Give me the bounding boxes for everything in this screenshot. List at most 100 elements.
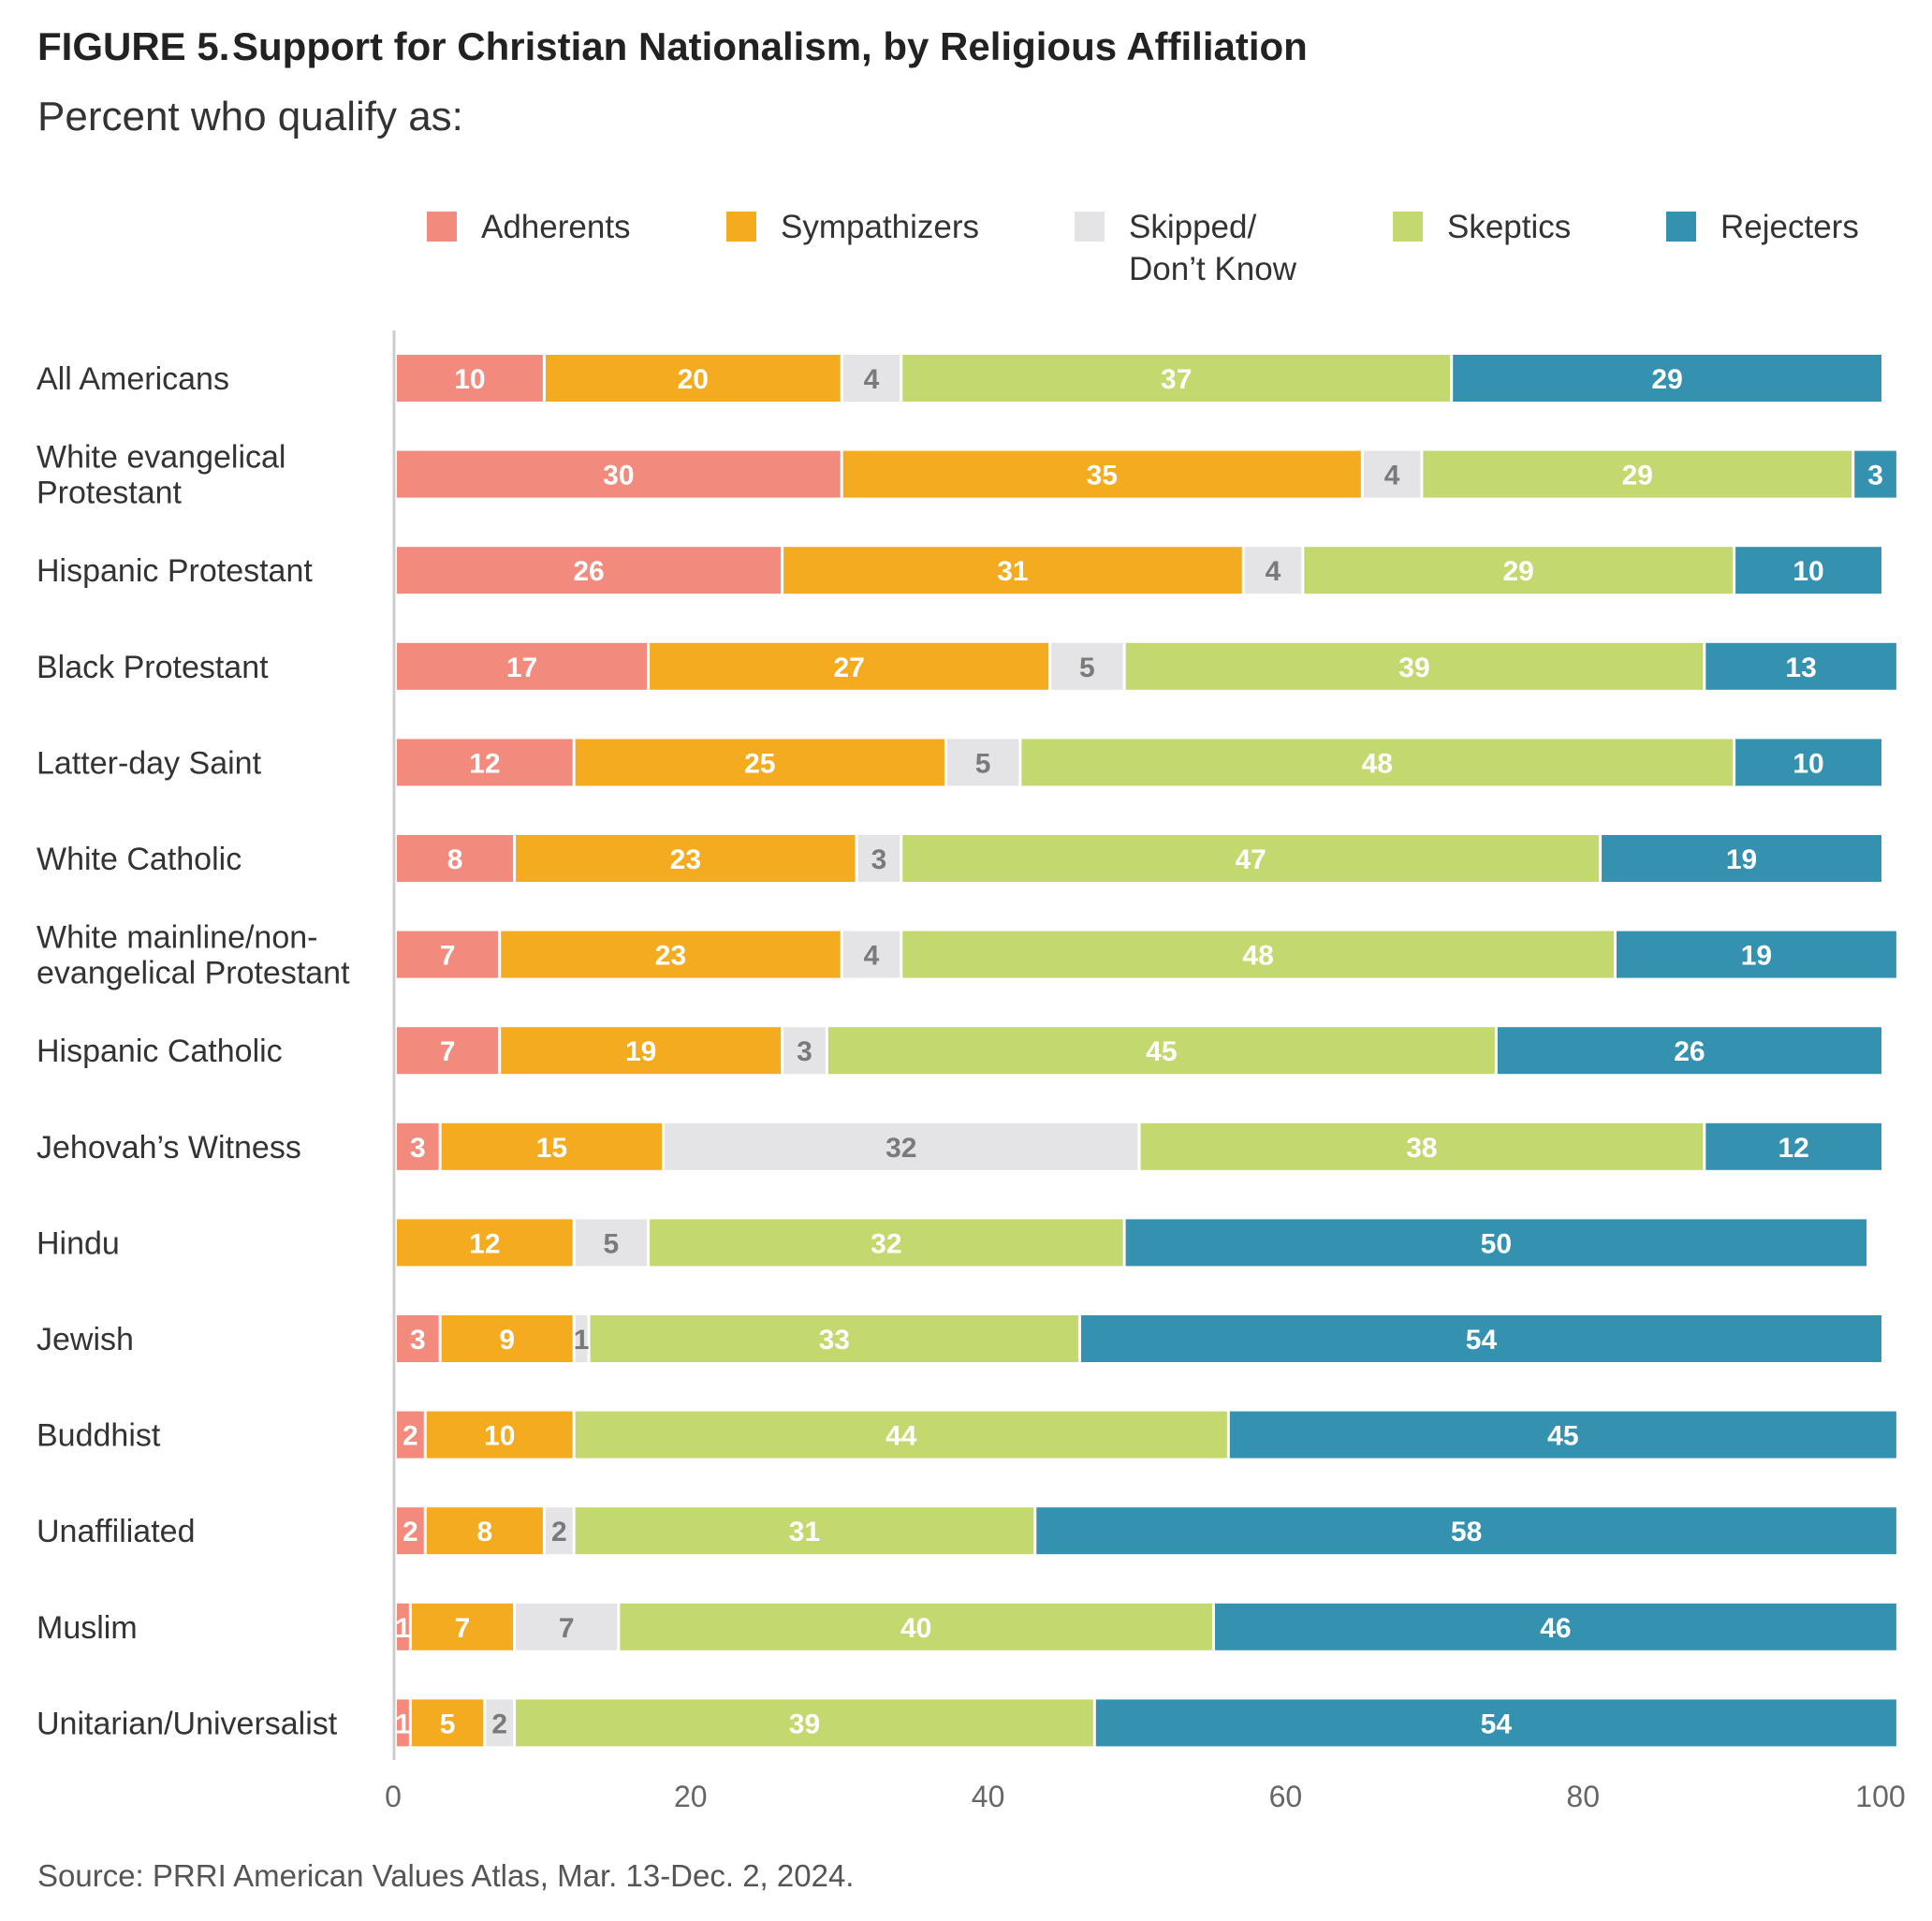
bar-segment-rejecters [1735,547,1881,594]
data-label: 5 [975,748,991,779]
bar-segment-rejecters [1602,835,1881,882]
legend-swatch-sympathizers [726,212,756,242]
data-label: 5 [604,1228,620,1259]
data-label: 29 [1622,461,1653,491]
bar-segment-rejecters [1854,450,1896,498]
bar-segment-skipped-don-t-know [486,1699,514,1747]
data-label: 30 [603,461,634,491]
data-label: 3 [1867,461,1883,491]
bar-segment-sympathizers [441,1122,663,1170]
data-label: 46 [1540,1613,1571,1644]
bar-segment-skeptics [902,355,1451,402]
bar-segment-skeptics [827,1027,1495,1075]
bar-segment-adherents [397,931,499,978]
bar-segment-rejecters [1616,931,1896,978]
bar-segment-skipped-don-t-know [575,1219,648,1267]
data-label: 2 [402,1421,418,1452]
data-label: 3 [410,1133,426,1164]
data-label: 4 [1384,461,1400,491]
bar-segment-sympathizers [575,739,944,786]
data-label: 23 [670,844,701,875]
bar-segment-skipped-don-t-know [783,1027,826,1075]
bar-segment-adherents [397,1122,439,1170]
data-label: 39 [789,1708,820,1739]
bar-segment-sympathizers [650,642,1049,690]
category-label: Black Protestant [37,650,269,685]
data-label: 31 [789,1517,820,1547]
category-label: Hispanic Catholic [37,1034,283,1069]
data-label: 23 [655,941,686,972]
bar-segment-skeptics [516,1699,1093,1747]
data-label: 10 [1793,748,1823,779]
bar-segment-adherents [397,1603,409,1650]
bar-segment-sympathizers [411,1699,484,1747]
bar-segment-sympathizers [501,931,841,978]
category-label: White mainline/non- [37,920,317,956]
data-label: 4 [864,941,880,972]
chart-legend: Adherents Sympathizers Skipped/Don’t Know S… [427,209,1859,287]
data-label: 44 [886,1421,917,1452]
bar-segment-sympathizers [397,1219,573,1267]
data-label: 1 [395,1708,411,1739]
category-label: Hispanic Protestant [37,553,313,589]
bar-segment-rejecters [1705,1122,1881,1170]
data-label: 37 [1161,364,1192,395]
bar-segment-rejecters [1453,355,1881,402]
data-label: 48 [1362,748,1393,779]
legend-label-adherents: Adherents [481,209,631,245]
data-label: 9 [499,1325,515,1356]
x-tick-label: 80 [1566,1780,1600,1813]
bar-segment-adherents [397,1699,409,1747]
bar-segment-rejecters [1080,1315,1881,1362]
bar-segment-rejecters [1229,1411,1896,1459]
data-label: 7 [440,941,456,972]
category-label: White evangelical [37,440,285,476]
bar-segment-adherents [397,642,648,690]
bar-segment-skeptics [902,931,1614,978]
category-label: evangelical Protestant [37,956,350,991]
data-label: 7 [440,1036,456,1067]
data-label: 7 [455,1613,471,1644]
bar-segment-rejecters [1497,1027,1881,1075]
data-label: 27 [833,653,864,683]
data-label: 1 [395,1613,411,1644]
legend-label-skipped-don-t-know: Skipped/ [1129,209,1256,245]
bar-segment-skeptics [590,1315,1078,1362]
bar-segment-adherents [397,1027,499,1075]
data-label: 45 [1146,1036,1177,1067]
bar-segment-sympathizers [516,835,856,882]
bar-segment-adherents [397,835,514,882]
data-label: 50 [1481,1228,1512,1259]
bar-segment-skipped-don-t-know [1051,642,1123,690]
data-label: 58 [1451,1517,1482,1547]
data-label: 5 [1079,653,1095,683]
data-label: 3 [871,844,887,875]
bar-segment-skeptics [650,1219,1123,1267]
bar-segment-skipped-don-t-know [545,1507,573,1555]
data-label: 26 [1674,1036,1705,1067]
data-label: 29 [1503,556,1534,587]
data-label: 2 [491,1708,507,1739]
bar-segment-skipped-don-t-know [842,931,900,978]
category-label: Muslim [37,1610,138,1646]
data-label: 5 [440,1708,456,1739]
bar-segment-skipped-don-t-know [857,835,900,882]
data-label: 4 [1266,556,1281,587]
legend-label-sympathizers: Sympathizers [781,209,979,245]
data-label: 19 [625,1036,656,1067]
bar-segment-rejecters [1095,1699,1896,1747]
data-label: 26 [573,556,604,587]
data-label: 12 [469,748,500,779]
x-tick-label: 0 [385,1780,402,1813]
data-label: 33 [819,1325,850,1356]
legend-label-skeptics: Skeptics [1447,209,1571,245]
data-label: 2 [551,1517,567,1547]
legend-swatch-rejecters [1666,212,1696,242]
data-label: 54 [1466,1325,1498,1356]
stacked-bar-chart: Adherents Sympathizers Skipped/Don’t Know S… [37,209,1906,1813]
bar-segment-skipped-don-t-know [575,1315,588,1362]
bar-segment-skeptics [1423,450,1852,498]
data-label: 1 [574,1325,590,1356]
data-label: 12 [469,1228,500,1259]
